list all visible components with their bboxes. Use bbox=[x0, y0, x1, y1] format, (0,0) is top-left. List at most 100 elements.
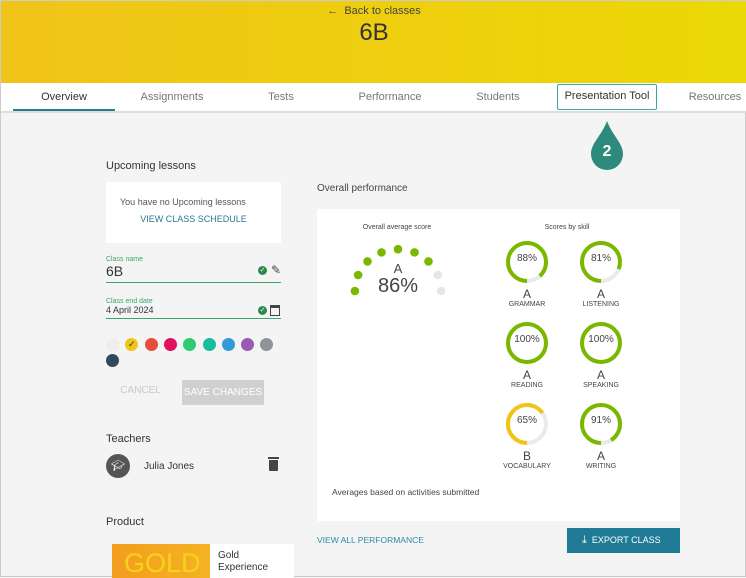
gauge-dot bbox=[377, 248, 386, 257]
skill-grade: A bbox=[596, 449, 605, 463]
gauge-dot bbox=[436, 286, 446, 296]
performance-heading: Overall performance bbox=[317, 183, 408, 194]
color-swatch[interactable]: ✓ bbox=[125, 338, 139, 351]
graduation-cap-icon: 🎓︎ bbox=[111, 460, 125, 472]
gauge-dot bbox=[433, 270, 443, 280]
class-name-label: Class name bbox=[106, 256, 143, 263]
view-schedule-link[interactable]: VIEW CLASS SCHEDULE bbox=[140, 214, 247, 224]
tab-bar: Overview Assignments Tests Performance S… bbox=[1, 83, 746, 113]
product-name: Gold Experience bbox=[218, 550, 269, 573]
arrow-left-icon: ← bbox=[327, 5, 345, 17]
calendar-icon[interactable] bbox=[270, 305, 280, 316]
tab-tests[interactable]: Tests bbox=[268, 91, 294, 103]
end-date-field[interactable]: 4 April 2024 ✓ bbox=[106, 305, 281, 319]
color-swatch[interactable] bbox=[106, 338, 119, 351]
tab-students[interactable]: Students bbox=[476, 91, 520, 103]
overall-score: 86% bbox=[377, 275, 419, 297]
teachers-heading: Teachers bbox=[106, 433, 151, 445]
class-name-field[interactable]: 6B ✓ ✎ bbox=[106, 263, 281, 283]
color-swatch[interactable] bbox=[221, 338, 235, 351]
export-class-button[interactable]: ⤓ EXPORT CLASS bbox=[567, 528, 680, 553]
class-header: ← Back to classes 6B bbox=[1, 1, 746, 83]
skill-ring bbox=[506, 403, 548, 445]
overall-grade: A bbox=[393, 261, 403, 276]
skill-score: 65% bbox=[516, 415, 537, 426]
skill-speaking: 100% A SPEAKING bbox=[571, 320, 631, 389]
page-title: 6B bbox=[359, 19, 389, 46]
end-date-value: 4 April 2024 bbox=[106, 305, 154, 315]
gauge-dot bbox=[350, 286, 360, 296]
skill-ring bbox=[580, 241, 622, 283]
gauge-dot bbox=[424, 257, 433, 266]
skill-name: LISTENING bbox=[582, 301, 620, 308]
skill-name: WRITING bbox=[585, 463, 617, 470]
trash-icon[interactable] bbox=[268, 457, 279, 471]
skill-ring bbox=[506, 241, 548, 283]
back-to-classes-link[interactable]: ← Back to classes bbox=[1, 5, 746, 17]
pencil-icon[interactable]: ✎ bbox=[270, 263, 281, 277]
cancel-button[interactable]: CANCEL bbox=[120, 385, 161, 396]
product-card[interactable]: GOLD Gold Experience bbox=[112, 544, 294, 578]
skill-grade: A bbox=[522, 287, 531, 301]
tab-resources[interactable]: Resources bbox=[688, 91, 742, 103]
tab-overview[interactable]: Overview bbox=[13, 83, 115, 111]
check-icon: ✓ bbox=[258, 266, 267, 275]
upcoming-heading: Upcoming lessons bbox=[106, 160, 196, 172]
end-date-label: Class end date bbox=[106, 298, 153, 305]
tab-performance[interactable]: Performance bbox=[358, 91, 422, 103]
check-icon: ✓ bbox=[258, 306, 267, 315]
upcoming-card: You have no Upcoming lessons VIEW CLASS … bbox=[106, 182, 281, 243]
callout-marker: 2 bbox=[590, 121, 624, 171]
gauge-dot bbox=[393, 244, 403, 254]
skill-score: 88% bbox=[516, 253, 537, 264]
color-swatch[interactable] bbox=[260, 338, 274, 351]
skills-label: Scores by skill bbox=[544, 224, 590, 231]
skill-vocabulary: 65% B VOCABULARY bbox=[497, 401, 557, 470]
gauge-dot bbox=[410, 248, 419, 257]
color-swatch[interactable] bbox=[183, 338, 197, 351]
class-name-value: 6B bbox=[106, 263, 124, 279]
tab-presentation-tool[interactable]: Presentation Tool bbox=[557, 84, 657, 110]
skill-writing: 91% A WRITING bbox=[571, 401, 631, 470]
download-icon: ⤓ bbox=[582, 534, 587, 546]
product-heading: Product bbox=[106, 516, 144, 528]
color-swatch[interactable] bbox=[241, 338, 255, 351]
color-swatch[interactable] bbox=[144, 338, 158, 351]
save-changes-button[interactable]: SAVE CHANGES bbox=[182, 380, 264, 405]
skill-name: SPEAKING bbox=[583, 382, 619, 389]
skill-name: READING bbox=[511, 382, 543, 389]
export-label: EXPORT CLASS bbox=[591, 535, 661, 545]
check-icon: ✓ bbox=[128, 339, 136, 349]
skill-listening: 81% A LISTENING bbox=[571, 239, 631, 308]
view-all-performance-link[interactable]: VIEW ALL PERFORMANCE bbox=[317, 535, 424, 545]
skill-ring bbox=[580, 403, 622, 445]
teacher-name: Julia Jones bbox=[144, 461, 195, 472]
skill-ring bbox=[506, 322, 548, 364]
product-logo: GOLD bbox=[112, 544, 210, 578]
color-swatch[interactable] bbox=[106, 354, 119, 367]
skill-score: 81% bbox=[590, 253, 611, 264]
performance-card: Overall average score A 86% Scores by sk… bbox=[317, 209, 680, 521]
skill-score: 100% bbox=[588, 334, 614, 345]
gauge-dot bbox=[363, 257, 372, 266]
skill-grade: A bbox=[522, 368, 531, 382]
skill-name: VOCABULARY bbox=[503, 463, 551, 470]
no-lessons-text: You have no Upcoming lessons bbox=[120, 197, 246, 207]
overall-score-gauge bbox=[350, 244, 446, 296]
overall-label: Overall average score bbox=[362, 224, 432, 231]
tab-assignments[interactable]: Assignments bbox=[140, 91, 204, 103]
skill-score: 100% bbox=[514, 334, 540, 345]
skill-grammar: 88% A GRAMMAR bbox=[497, 239, 557, 308]
averages-note: Averages based on activities submitted bbox=[332, 487, 480, 497]
color-swatch[interactable] bbox=[163, 338, 177, 351]
skill-grade: A bbox=[596, 287, 605, 301]
callout-number: 2 bbox=[602, 143, 612, 160]
skill-grade: A bbox=[596, 368, 605, 382]
skill-ring bbox=[580, 322, 622, 364]
skill-grade: B bbox=[522, 449, 531, 463]
color-swatch[interactable] bbox=[202, 338, 216, 351]
skill-score: 91% bbox=[590, 415, 611, 426]
teacher-avatar: 🎓︎ bbox=[106, 454, 130, 478]
gauge-dot bbox=[353, 270, 363, 280]
skill-name: GRAMMAR bbox=[508, 301, 546, 308]
